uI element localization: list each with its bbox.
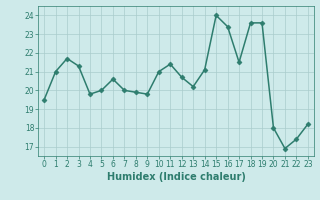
X-axis label: Humidex (Indice chaleur): Humidex (Indice chaleur) bbox=[107, 172, 245, 182]
